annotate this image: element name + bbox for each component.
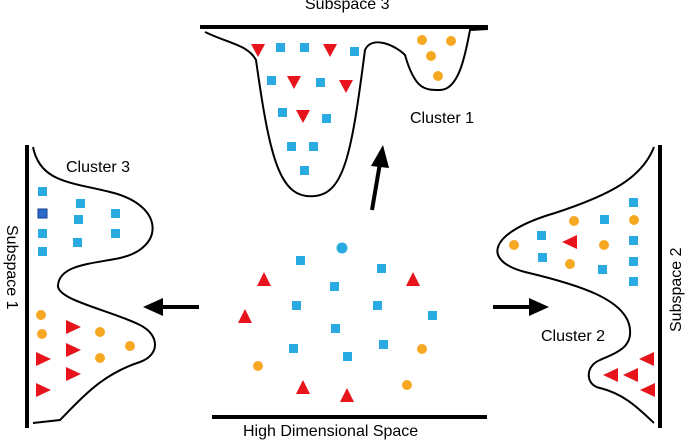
square-point xyxy=(111,209,120,218)
cluster-3-label: Cluster 3 xyxy=(66,159,131,176)
subspace-1-label: Subspace 1 xyxy=(3,225,20,310)
triangle-point xyxy=(340,388,354,402)
circle-point xyxy=(565,259,575,269)
arrow-up xyxy=(370,145,389,211)
circle-point xyxy=(402,380,412,390)
square-point xyxy=(428,311,437,320)
cluster-1-label: Cluster 1 xyxy=(410,110,475,127)
subspace-3-label: Subspace 3 xyxy=(305,0,390,13)
circle-point xyxy=(95,353,105,363)
circle-point xyxy=(599,240,609,250)
square-point xyxy=(38,229,47,238)
subspace-right-group xyxy=(496,145,662,428)
square-point xyxy=(598,265,607,274)
square-point xyxy=(287,142,296,151)
square-point xyxy=(629,236,638,245)
triangle-point xyxy=(66,367,81,381)
triangle-point xyxy=(623,368,638,382)
circle-point xyxy=(569,216,579,226)
triangle-point xyxy=(603,368,618,382)
square-point xyxy=(76,199,85,208)
circle-point xyxy=(629,215,639,225)
cluster-1-points xyxy=(251,35,456,175)
triangle-point xyxy=(238,309,252,323)
triangle-point xyxy=(251,44,265,57)
cluster-2-label: Cluster 2 xyxy=(541,328,606,345)
square-point xyxy=(331,324,340,333)
high-dimensional-space-group xyxy=(212,242,487,419)
square-point xyxy=(322,114,331,123)
square-point xyxy=(343,352,352,361)
square-point xyxy=(379,340,388,349)
square-point xyxy=(377,264,386,273)
circle-point xyxy=(509,240,519,250)
subspace-left-density-curve xyxy=(32,146,156,424)
circle-point xyxy=(253,361,263,371)
circle-point xyxy=(37,329,47,339)
square-point xyxy=(296,256,305,265)
square-point xyxy=(373,301,382,310)
circle-point xyxy=(125,341,135,351)
subspace-right-density-curve xyxy=(496,146,655,424)
scattered-points xyxy=(238,242,437,402)
square-point xyxy=(289,344,298,353)
square-point xyxy=(300,43,309,52)
square-point-dark xyxy=(37,208,48,219)
square-point xyxy=(38,247,47,256)
circle-point-blue xyxy=(336,242,348,254)
triangle-point xyxy=(287,76,301,89)
subspace-left-group xyxy=(25,145,156,428)
triangle-point xyxy=(323,44,337,57)
circle-point xyxy=(417,35,427,45)
square-point xyxy=(629,277,638,286)
arrow-left xyxy=(143,298,199,316)
triangle-point xyxy=(36,352,51,366)
square-point xyxy=(330,282,339,291)
triangle-point xyxy=(406,272,420,286)
square-point xyxy=(276,43,285,52)
square-point xyxy=(74,215,83,224)
high-dimensional-space-label: High Dimensional Space xyxy=(243,423,419,440)
triangle-point-left-blue xyxy=(562,235,577,249)
circle-point xyxy=(433,71,443,81)
square-point xyxy=(629,257,638,266)
triangle-point xyxy=(36,383,51,397)
projection-arrows xyxy=(143,145,549,316)
square-point xyxy=(267,76,276,85)
subspace-top-group xyxy=(200,25,489,198)
circle-point xyxy=(36,310,46,320)
square-point xyxy=(350,47,359,56)
square-point xyxy=(537,231,546,240)
arrow-right xyxy=(493,298,549,316)
circle-point xyxy=(417,344,427,354)
square-point xyxy=(316,78,325,87)
triangle-point xyxy=(296,110,310,123)
square-point xyxy=(600,215,609,224)
square-point xyxy=(538,253,547,262)
triangle-point xyxy=(640,383,655,397)
square-point xyxy=(73,238,82,247)
triangle-point xyxy=(257,272,271,286)
square-point xyxy=(309,142,318,151)
circle-point xyxy=(95,327,105,337)
circle-point xyxy=(426,51,436,61)
square-point xyxy=(629,198,638,207)
triangle-point xyxy=(639,352,654,366)
square-point xyxy=(278,108,287,117)
subspace-top-density-curve xyxy=(204,28,489,198)
cluster-2-points xyxy=(509,198,655,397)
triangle-point xyxy=(66,343,81,357)
square-point xyxy=(292,301,301,310)
square-point xyxy=(111,229,120,238)
square-point xyxy=(300,166,309,175)
triangle-point xyxy=(66,320,81,334)
circle-point xyxy=(446,36,456,46)
square-point xyxy=(38,187,47,196)
subspace-2-label: Subspace 2 xyxy=(668,247,685,332)
cluster-3-points xyxy=(36,187,135,397)
triangle-point xyxy=(339,80,353,93)
triangle-point xyxy=(296,380,310,394)
